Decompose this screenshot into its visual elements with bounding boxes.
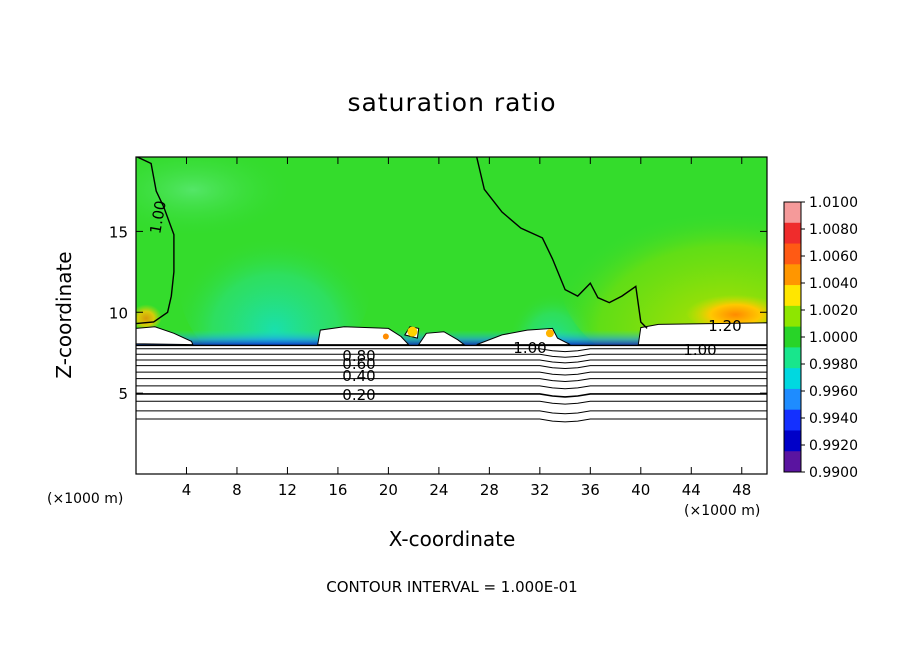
colorbar-tick-label: 1.0060: [809, 249, 858, 265]
y-tick-label: 15: [109, 223, 128, 241]
contour-line-5: [136, 385, 767, 390]
x-tick-label: 36: [581, 481, 600, 499]
y-tick-label: 10: [109, 304, 128, 322]
x-tick-label: 32: [530, 481, 549, 499]
colorbar-tick-label: 1.0100: [809, 195, 858, 211]
colorbar-swatch: [784, 388, 801, 411]
contour-label-7: 0.40: [342, 367, 375, 385]
contour-label-2: 1.20: [708, 317, 741, 335]
contour-line-3: [136, 400, 767, 405]
field-left-orange-spot: [136, 301, 163, 330]
contour-line-9: [136, 359, 767, 364]
contour-line-2: [136, 410, 767, 415]
colorbar-swatch: [784, 409, 801, 431]
x-tick-label: 28: [480, 481, 499, 499]
field-orange-spot: [685, 290, 767, 331]
colorbar-tick-label: 0.9980: [809, 357, 858, 373]
contour-1-00-2: [476, 157, 648, 329]
colorbar-swatch: [784, 326, 801, 348]
x-axis-label: X-coordinate: [388, 527, 516, 551]
contour-line-1: [136, 418, 767, 423]
contour-label-4: 1.00: [683, 341, 716, 359]
colorbar-tick-label: 0.9940: [809, 411, 858, 427]
contour-interval-note: CONTOUR INTERVAL = 1.000E-01: [326, 578, 578, 596]
colorbar-swatch: [784, 264, 801, 286]
contour-line-8: [136, 365, 767, 370]
x-tick-label: 4: [182, 481, 192, 499]
plot-frame: [135, 156, 768, 475]
colorbar-swatch: [784, 202, 801, 224]
y-axis-ticks: 5 10 15: [109, 223, 767, 403]
saturation-field: [136, 157, 767, 474]
colorbar-tick-label: 1.0000: [809, 330, 858, 346]
field-lower-region: [136, 345, 767, 474]
contour-line-6: [136, 378, 767, 383]
contour-lines: [136, 157, 767, 423]
contour-line-4: [136, 393, 767, 398]
x-tick-label: 12: [278, 481, 297, 499]
contour-labels: 1.00 1.20 1.00 1.00 0.800.600.400.20: [146, 199, 741, 404]
x-tick-label: 48: [732, 481, 751, 499]
cloud-blob-1: [136, 326, 194, 346]
y-tick-label: 5: [118, 385, 128, 403]
contour-label-1: 1.00: [146, 199, 170, 235]
colorbar-tick-label: 1.0080: [809, 222, 858, 238]
colorbar-swatch: [784, 368, 801, 390]
chart-title: saturation ratio: [347, 88, 557, 117]
contour-line-10: [136, 353, 767, 358]
contour-label-3: 1.00: [513, 339, 546, 357]
x-unit-label: (×1000 m): [684, 503, 761, 519]
contour-1-00-1: [136, 157, 175, 325]
x-tick-label: 40: [631, 481, 650, 499]
colorbar-tick-label: 0.9920: [809, 438, 858, 454]
colorbar-swatch: [784, 222, 801, 245]
colorbar-swatch: [784, 243, 801, 265]
x-axis-ticks: 4 8 12 16 20 24 28 32 36 40 44 48: [182, 157, 751, 499]
colorbar-tick-label: 0.9960: [809, 384, 858, 400]
colorbar-swatch: [784, 285, 801, 307]
x-tick-label: 24: [429, 481, 448, 499]
x-tick-label: 8: [232, 481, 242, 499]
x-tick-label: 16: [328, 481, 347, 499]
contour-line-11: [136, 348, 767, 353]
contour-label-8: 0.20: [342, 386, 375, 404]
cloud-blob-6: [637, 322, 767, 346]
x-tick-label: 20: [379, 481, 398, 499]
colorbar-swatch: [784, 430, 801, 452]
contour-label-6: 0.60: [342, 355, 375, 373]
cloud-blob-2: [317, 326, 410, 346]
contour-label-5: 0.80: [342, 347, 375, 365]
colorbar: 1.0100 1.0080 1.0060 1.0040 1.0020 1.0000 0.99…: [783, 195, 858, 481]
colorbar-tick-label: 0.9900: [809, 465, 858, 481]
contour-line-7: [136, 371, 767, 376]
colorbar-swatch: [784, 305, 801, 328]
cloud-blob-4: [417, 331, 466, 346]
field-speck-3: [382, 333, 389, 340]
colorbar-tick-label: 1.0020: [809, 303, 858, 319]
z-unit-label: (×1000 m): [47, 491, 124, 507]
colorbar-tick-label: 1.0040: [809, 276, 858, 292]
colorbar-swatch: [784, 347, 801, 369]
field-speck-1: [407, 326, 418, 337]
colorbar-swatch: [784, 451, 801, 473]
x-tick-label: 44: [682, 481, 701, 499]
field-speck-2: [545, 329, 554, 338]
